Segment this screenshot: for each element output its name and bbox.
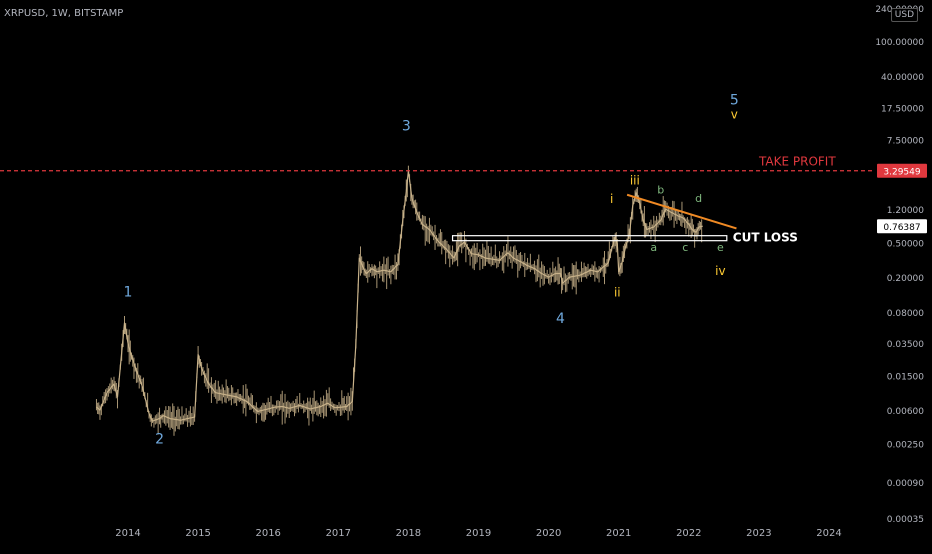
take-profit-price-tag-bg — [877, 163, 927, 178]
price-tick-label: 0.20000 — [887, 274, 924, 284]
wave-label-primary: 4 — [556, 311, 565, 327]
take-profit-price-tag: 3.29549 — [883, 168, 920, 178]
take-profit-label: TAKE PROFIT — [758, 155, 836, 169]
wave-label-primary: 3 — [402, 119, 411, 135]
price-tick-label: 0.00035 — [887, 515, 924, 525]
current-price-tag-bg — [877, 219, 927, 234]
wave-label-abc: e — [717, 241, 724, 254]
price-tick-label: 40.00000 — [881, 73, 924, 83]
price-tick-label: 100.00000 — [875, 38, 924, 48]
date-tick-label: 2015 — [185, 528, 210, 539]
descending-trendline[interactable] — [626, 193, 737, 230]
wave-label-minor: iii — [630, 173, 640, 187]
price-tick-label: 0.01500 — [887, 372, 924, 382]
date-tick-label: 2019 — [466, 528, 491, 539]
wave-label-abc: b — [657, 184, 664, 197]
wave-label-minor: v — [731, 108, 738, 122]
wave-label-abc: a — [650, 241, 657, 254]
date-tick-label: 2023 — [746, 528, 771, 539]
price-tick-label: 0.08000 — [887, 309, 924, 319]
price-tick-label: 1.20000 — [887, 206, 924, 216]
cut-loss-label: CUT LOSS — [733, 231, 798, 245]
wave-label-primary: 1 — [124, 284, 133, 300]
price-tick-label: 0.00250 — [887, 440, 924, 450]
price-tick-label: 17.50000 — [881, 104, 924, 114]
wave-label-abc: d — [695, 192, 702, 205]
date-tick-label: 2017 — [326, 528, 351, 539]
currency-badge[interactable]: USD — [890, 8, 918, 22]
y-axis[interactable]: 240.00000100.0000040.0000017.500007.5000… — [874, 0, 932, 550]
wave-label-abc: c — [682, 241, 688, 254]
date-tick-label: 2024 — [816, 528, 841, 539]
cut-loss-channel[interactable] — [451, 235, 728, 242]
date-tick-label: 2022 — [676, 528, 701, 539]
price-tick-label: 0.00090 — [887, 479, 924, 489]
price-tick-label: 7.50000 — [887, 137, 924, 147]
date-tick-label: 2014 — [115, 528, 140, 539]
price-tick-label: 0.50000 — [887, 239, 924, 249]
date-tick-label: 2016 — [255, 528, 280, 539]
price-axis-bg — [874, 0, 932, 550]
wave-label-minor: ii — [614, 285, 621, 299]
current-price-tag: 0.76387 — [883, 223, 920, 233]
wave-label-minor: iv — [715, 264, 725, 278]
wave-label-primary: 5 — [730, 92, 739, 108]
price-tick-label: 0.00600 — [887, 407, 924, 417]
x-axis[interactable]: 2014 2015 2016 2017 2018 2019 2020 2021 2022 2023… — [115, 528, 841, 539]
wave-label-primary: 2 — [155, 431, 164, 447]
date-tick-label: 2018 — [396, 528, 421, 539]
date-tick-label: 2020 — [536, 528, 561, 539]
symbol-label[interactable]: XRPUSD, 1W, BITSTAMP — [4, 8, 124, 19]
date-tick-label: 2021 — [606, 528, 631, 539]
price-tick-label: 0.03500 — [887, 340, 924, 350]
wave-label-minor: i — [610, 192, 613, 206]
